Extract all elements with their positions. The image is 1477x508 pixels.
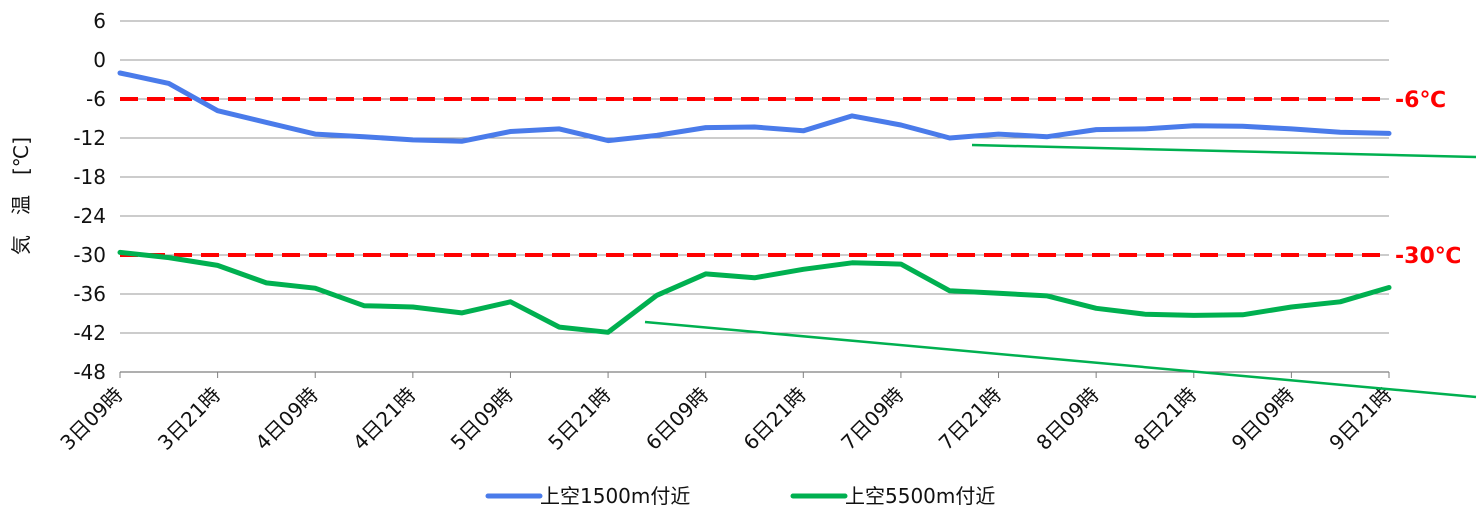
series-line — [117, 70, 1392, 144]
x-tick-label: 8日21時 — [1129, 383, 1201, 455]
trend-line-lower — [644, 320, 1477, 399]
y-tick-label: -18 — [73, 165, 106, 189]
x-tick-label: 4日21時 — [348, 383, 420, 455]
x-tick-label: 5日09時 — [446, 383, 518, 455]
reference-lines: -6℃ -30℃ — [120, 88, 1461, 269]
y-tick-label: -42 — [73, 321, 106, 345]
x-tick-label: 3日09時 — [55, 383, 127, 455]
x-tick-label: 9日21時 — [1324, 383, 1396, 455]
reference-line-label: -6℃ — [1395, 88, 1446, 113]
x-tick-label: 7日09時 — [836, 383, 908, 455]
y-tick-labels: 6 0 -6 -12 -18 -24 -30 -36 -42 -48 — [73, 9, 106, 384]
y-tick-label: -30 — [73, 243, 106, 267]
x-tick-label: 4日09時 — [251, 383, 323, 455]
x-tick-label: 6日21時 — [739, 383, 811, 455]
legend: 上空1500m付近 上空5500m付近 — [485, 484, 995, 508]
y-tick-label: -24 — [73, 204, 106, 228]
x-tick-label: 5日21時 — [543, 383, 615, 455]
series-lines — [117, 70, 1392, 335]
x-tick-label: 3日21時 — [153, 383, 225, 455]
y-tick-label: -6 — [86, 87, 106, 111]
series-line — [117, 249, 1392, 335]
legend-label: 上空5500m付近 — [845, 484, 995, 508]
x-tick-labels: 3日09時 3日21時 4日09時 4日21時 5日09時 5日21時 6日09時 6日21時… — [55, 383, 1396, 455]
y-tick-label: -48 — [73, 360, 106, 384]
x-tick-label: 9日09時 — [1227, 383, 1299, 455]
x-tick-label: 8日09時 — [1031, 383, 1103, 455]
y-tick-label: -12 — [73, 126, 106, 150]
x-axis — [119, 371, 1390, 378]
y-tick-label: -36 — [73, 282, 106, 306]
y-axis-label: 気 温 [℃] — [9, 137, 33, 255]
trend-line-upper — [971, 143, 1477, 159]
reference-line-label: -30℃ — [1395, 244, 1461, 269]
x-tick-label: 6日09時 — [641, 383, 713, 455]
y-tick-label: 6 — [93, 9, 106, 33]
x-tick-label: 7日21時 — [934, 383, 1006, 455]
y-tick-label: 0 — [93, 48, 106, 72]
gridlines — [120, 20, 1389, 373]
legend-label: 上空1500m付近 — [540, 484, 690, 508]
trend-annotations — [644, 143, 1477, 399]
